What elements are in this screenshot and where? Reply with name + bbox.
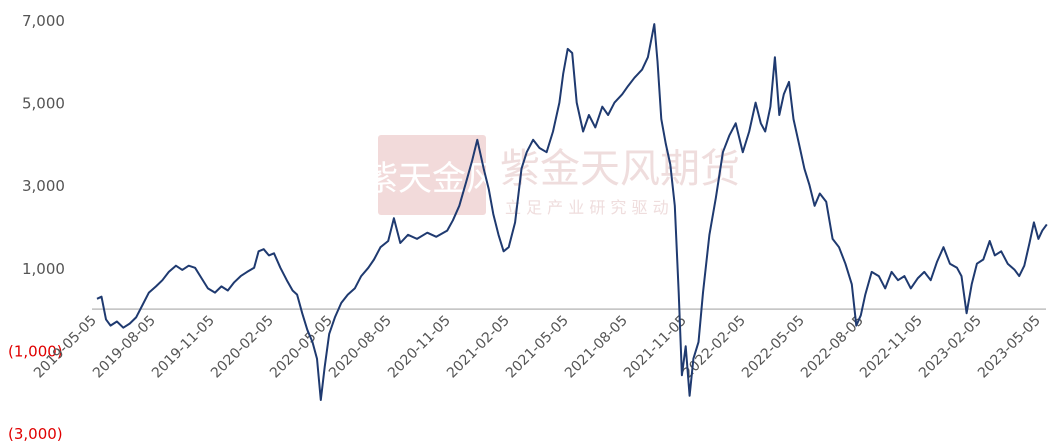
x-tick-label: 2022-02-05 [680, 313, 749, 382]
x-axis-ticks: 2019-05-052019-08-052019-11-052020-02-05… [31, 313, 1044, 382]
x-tick-label: 2021-08-05 [562, 313, 631, 382]
x-tick-label: 2022-05-05 [739, 313, 808, 382]
watermark-slogan: 立 足 产 业 研 究 驱 动 [505, 198, 669, 217]
series-group [96, 23, 1048, 401]
y-tick-label: 5,000 [22, 95, 65, 113]
series-line [96, 23, 1048, 401]
watermark-seal [378, 135, 486, 215]
x-tick-label: 2022-11-05 [857, 313, 926, 382]
x-tick-label: 2019-11-05 [149, 313, 218, 382]
x-tick-label: 2023-05-05 [975, 313, 1044, 382]
y-axis-ticks: 7,000 5,000 3,000 1,000 (1,000) (3,000) [8, 12, 65, 442]
watermark: 紫天金风 紫金天风期货 立 足 产 业 研 究 驱 动 [364, 135, 740, 217]
y-tick-label: 7,000 [22, 12, 65, 30]
y-tick-label: (3,000) [8, 425, 63, 442]
x-tick-label: 2020-11-05 [385, 313, 454, 382]
x-tick-label: 2020-05-05 [267, 313, 336, 382]
x-tick-label: 2023-02-05 [916, 313, 985, 382]
y-tick-label: 1,000 [22, 260, 65, 278]
x-tick-label: 2020-02-05 [208, 313, 277, 382]
watermark-brand: 紫金天风期货 [500, 146, 740, 192]
y-tick-label: 3,000 [22, 177, 65, 195]
y-tick-label: (1,000) [8, 342, 63, 360]
x-tick-label: 2021-02-05 [444, 313, 513, 382]
x-tick-label: 2019-08-05 [90, 313, 159, 382]
x-tick-label: 2021-05-05 [503, 313, 572, 382]
x-tick-label: 2020-08-05 [326, 313, 395, 382]
watermark-seal-text: 紫天金风 [364, 159, 500, 199]
